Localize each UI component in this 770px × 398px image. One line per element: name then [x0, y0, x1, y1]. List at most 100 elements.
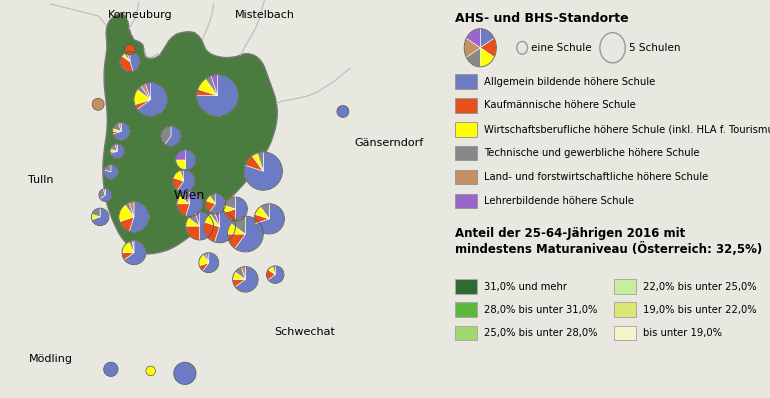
Wedge shape: [129, 202, 149, 232]
Wedge shape: [467, 48, 480, 67]
Wedge shape: [206, 253, 209, 263]
FancyBboxPatch shape: [455, 279, 477, 294]
Wedge shape: [172, 178, 184, 190]
Wedge shape: [124, 52, 130, 62]
Text: Mödling: Mödling: [28, 354, 72, 364]
Wedge shape: [186, 150, 196, 170]
Wedge shape: [206, 196, 216, 204]
Wedge shape: [122, 54, 130, 62]
Wedge shape: [176, 160, 186, 170]
Wedge shape: [100, 189, 112, 201]
Wedge shape: [132, 241, 134, 253]
Wedge shape: [199, 255, 209, 266]
Wedge shape: [129, 241, 134, 253]
Wedge shape: [210, 212, 219, 227]
Wedge shape: [266, 269, 275, 280]
Text: Land- und forstwirtschaftliche höhere Schule: Land- und forstwirtschaftliche höhere Sc…: [484, 172, 708, 182]
Wedge shape: [480, 48, 494, 67]
Wedge shape: [141, 84, 151, 100]
Wedge shape: [189, 213, 199, 226]
Text: Tulln: Tulln: [28, 175, 54, 185]
Wedge shape: [199, 212, 213, 240]
Wedge shape: [103, 189, 105, 195]
Wedge shape: [122, 242, 134, 253]
Text: 25,0% bis unter 28,0%: 25,0% bis unter 28,0%: [484, 328, 597, 338]
Wedge shape: [99, 189, 105, 199]
Wedge shape: [224, 197, 236, 209]
Wedge shape: [110, 151, 117, 154]
Wedge shape: [204, 214, 219, 227]
Wedge shape: [135, 100, 151, 109]
Wedge shape: [110, 144, 125, 158]
Wedge shape: [236, 197, 247, 221]
Wedge shape: [233, 279, 246, 287]
Wedge shape: [480, 29, 494, 48]
Text: eine Schule: eine Schule: [531, 43, 591, 53]
FancyBboxPatch shape: [455, 326, 477, 340]
Text: Mistelbach: Mistelbach: [236, 10, 295, 20]
Wedge shape: [268, 266, 284, 283]
Wedge shape: [119, 123, 121, 131]
Wedge shape: [206, 201, 216, 212]
Text: 19,0% bis unter 22,0%: 19,0% bis unter 22,0%: [643, 304, 756, 315]
FancyBboxPatch shape: [455, 74, 477, 89]
Wedge shape: [231, 216, 246, 234]
Wedge shape: [92, 208, 109, 226]
Wedge shape: [197, 89, 218, 96]
Wedge shape: [137, 86, 151, 100]
Wedge shape: [177, 196, 189, 204]
Wedge shape: [112, 129, 121, 131]
Text: Kaufmännische höhere Schule: Kaufmännische höhere Schule: [484, 100, 635, 111]
Wedge shape: [227, 224, 246, 234]
Wedge shape: [467, 29, 480, 48]
Wedge shape: [119, 205, 134, 222]
Text: Allgemein bildende höhere Schule: Allgemein bildende höhere Schule: [484, 76, 654, 87]
Wedge shape: [173, 170, 184, 181]
Text: Technische und gewerbliche höhere Schule: Technische und gewerbliche höhere Schule: [484, 148, 699, 158]
Text: 31,0% und mehr: 31,0% und mehr: [484, 281, 567, 292]
Wedge shape: [197, 75, 238, 116]
Wedge shape: [130, 52, 140, 71]
Wedge shape: [165, 126, 181, 146]
Wedge shape: [186, 218, 199, 226]
Wedge shape: [179, 192, 189, 204]
Circle shape: [337, 105, 349, 117]
Wedge shape: [180, 170, 184, 181]
Circle shape: [104, 362, 118, 377]
Wedge shape: [104, 165, 118, 179]
Wedge shape: [177, 204, 189, 216]
Wedge shape: [255, 207, 270, 219]
Wedge shape: [125, 203, 134, 217]
Text: Wirtschaftsberufliche höhere Schule (inkl. HLA f. Tourismus): Wirtschaftsberufliche höhere Schule (ink…: [484, 124, 770, 135]
FancyBboxPatch shape: [455, 122, 477, 137]
FancyBboxPatch shape: [455, 98, 477, 113]
Wedge shape: [260, 204, 269, 219]
FancyBboxPatch shape: [614, 302, 636, 317]
Wedge shape: [252, 153, 263, 171]
Wedge shape: [186, 191, 203, 217]
Wedge shape: [113, 123, 121, 131]
Wedge shape: [255, 204, 284, 234]
Wedge shape: [137, 83, 167, 116]
Wedge shape: [227, 234, 246, 248]
Wedge shape: [215, 211, 219, 227]
Wedge shape: [112, 131, 121, 134]
Text: Wien: Wien: [174, 189, 206, 201]
Text: 28,0% bis unter 31,0%: 28,0% bis unter 31,0%: [484, 304, 597, 315]
Wedge shape: [268, 266, 275, 275]
Text: 5 Schulen: 5 Schulen: [629, 43, 681, 53]
Wedge shape: [242, 267, 246, 279]
Wedge shape: [224, 209, 236, 221]
Wedge shape: [209, 194, 226, 214]
Wedge shape: [254, 214, 270, 224]
Text: Schwechat: Schwechat: [275, 327, 336, 337]
Wedge shape: [203, 222, 219, 242]
Wedge shape: [92, 208, 100, 217]
Wedge shape: [209, 194, 216, 204]
Wedge shape: [196, 212, 199, 226]
Wedge shape: [235, 267, 258, 292]
Wedge shape: [122, 253, 134, 260]
Polygon shape: [103, 13, 277, 254]
Wedge shape: [127, 52, 130, 62]
Wedge shape: [206, 76, 218, 96]
